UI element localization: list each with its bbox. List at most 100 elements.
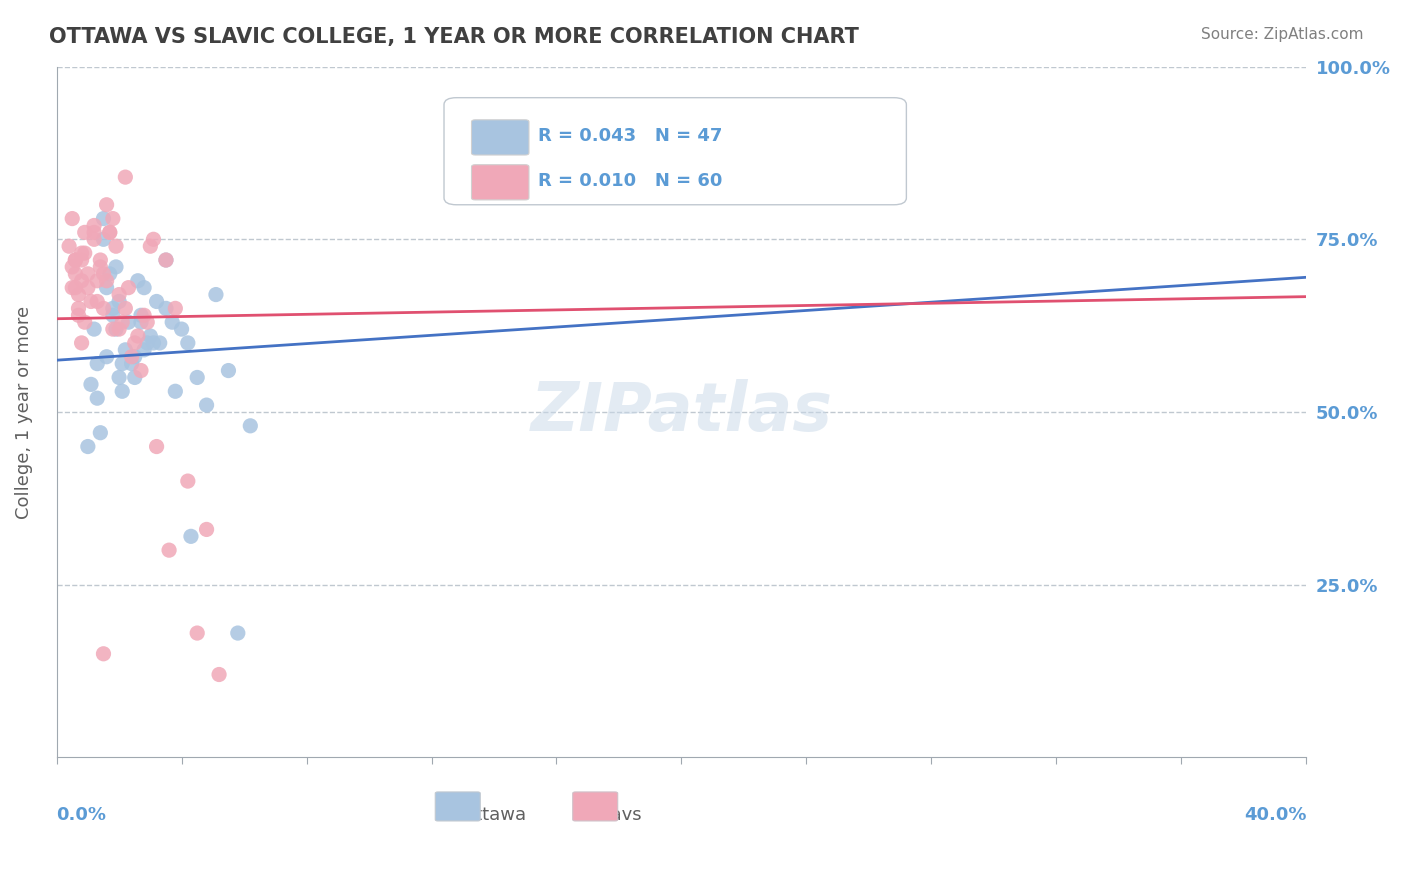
Point bbox=[145, 440, 167, 454]
Point bbox=[83, 219, 105, 233]
Point bbox=[101, 308, 124, 322]
Point bbox=[60, 260, 83, 274]
Point bbox=[170, 322, 193, 336]
Point bbox=[101, 211, 124, 226]
Point bbox=[127, 274, 149, 288]
Point bbox=[73, 315, 96, 329]
Point bbox=[93, 301, 115, 316]
Point bbox=[93, 267, 115, 281]
Point bbox=[58, 239, 80, 253]
Point bbox=[67, 287, 90, 301]
Point bbox=[208, 667, 231, 681]
Point bbox=[101, 322, 124, 336]
Point bbox=[86, 274, 108, 288]
Point bbox=[186, 370, 208, 384]
Point bbox=[67, 301, 90, 316]
Point bbox=[98, 226, 121, 240]
Point bbox=[239, 418, 262, 433]
Point bbox=[108, 370, 131, 384]
Point bbox=[177, 474, 200, 488]
Point bbox=[129, 315, 152, 329]
Point bbox=[89, 253, 111, 268]
Text: Source: ZipAtlas.com: Source: ZipAtlas.com bbox=[1201, 27, 1364, 42]
Point bbox=[70, 246, 93, 260]
Point bbox=[132, 343, 155, 357]
Point bbox=[142, 232, 165, 246]
Point bbox=[108, 287, 131, 301]
FancyBboxPatch shape bbox=[471, 120, 529, 155]
Point bbox=[104, 260, 127, 274]
Point bbox=[98, 226, 121, 240]
Point bbox=[67, 308, 90, 322]
Point bbox=[132, 308, 155, 322]
Point bbox=[226, 626, 249, 640]
Point bbox=[114, 301, 136, 316]
Point bbox=[101, 301, 124, 316]
Point bbox=[139, 239, 162, 253]
Point bbox=[160, 315, 183, 329]
Point bbox=[76, 280, 98, 294]
Text: R = 0.010   N = 60: R = 0.010 N = 60 bbox=[537, 171, 723, 190]
Point bbox=[89, 260, 111, 274]
Point bbox=[165, 301, 187, 316]
Text: ZIPatlas: ZIPatlas bbox=[530, 379, 832, 445]
Point bbox=[93, 647, 115, 661]
Point bbox=[108, 294, 131, 309]
Point bbox=[136, 335, 159, 350]
Point bbox=[76, 440, 98, 454]
Point bbox=[180, 529, 202, 543]
FancyBboxPatch shape bbox=[572, 792, 617, 821]
Point bbox=[83, 232, 105, 246]
Point bbox=[93, 211, 115, 226]
Point bbox=[96, 350, 118, 364]
Point bbox=[177, 335, 200, 350]
Point bbox=[108, 322, 131, 336]
Point bbox=[76, 267, 98, 281]
Point bbox=[65, 267, 87, 281]
Point bbox=[86, 357, 108, 371]
Point bbox=[155, 301, 177, 316]
Point bbox=[136, 315, 159, 329]
FancyBboxPatch shape bbox=[471, 165, 529, 200]
Point bbox=[127, 329, 149, 343]
Point bbox=[96, 280, 118, 294]
Point bbox=[129, 363, 152, 377]
Point bbox=[80, 377, 103, 392]
Y-axis label: College, 1 year or more: College, 1 year or more bbox=[15, 305, 32, 518]
Point bbox=[186, 626, 208, 640]
Point bbox=[111, 357, 134, 371]
Point bbox=[195, 523, 218, 537]
Point bbox=[117, 280, 139, 294]
Point bbox=[73, 246, 96, 260]
Point bbox=[149, 335, 172, 350]
Text: OTTAWA VS SLAVIC COLLEGE, 1 YEAR OR MORE CORRELATION CHART: OTTAWA VS SLAVIC COLLEGE, 1 YEAR OR MORE… bbox=[49, 27, 859, 46]
Point bbox=[104, 239, 127, 253]
Point bbox=[155, 253, 177, 268]
Point bbox=[93, 232, 115, 246]
Point bbox=[80, 294, 103, 309]
Point bbox=[142, 335, 165, 350]
Point bbox=[86, 294, 108, 309]
FancyBboxPatch shape bbox=[436, 792, 481, 821]
Point bbox=[60, 280, 83, 294]
Text: R = 0.043   N = 47: R = 0.043 N = 47 bbox=[537, 127, 723, 145]
Point bbox=[60, 211, 83, 226]
Point bbox=[139, 329, 162, 343]
Point bbox=[124, 370, 146, 384]
Point bbox=[117, 315, 139, 329]
Text: 40.0%: 40.0% bbox=[1244, 805, 1306, 823]
Text: 0.0%: 0.0% bbox=[56, 805, 107, 823]
Point bbox=[114, 170, 136, 185]
Point bbox=[70, 335, 93, 350]
Point bbox=[111, 384, 134, 399]
Point bbox=[70, 274, 93, 288]
Point bbox=[65, 253, 87, 268]
Point bbox=[124, 350, 146, 364]
Point bbox=[65, 253, 87, 268]
Point bbox=[205, 287, 228, 301]
Point bbox=[86, 391, 108, 405]
Point bbox=[121, 350, 143, 364]
Point bbox=[114, 343, 136, 357]
Point bbox=[89, 425, 111, 440]
Point bbox=[132, 280, 155, 294]
